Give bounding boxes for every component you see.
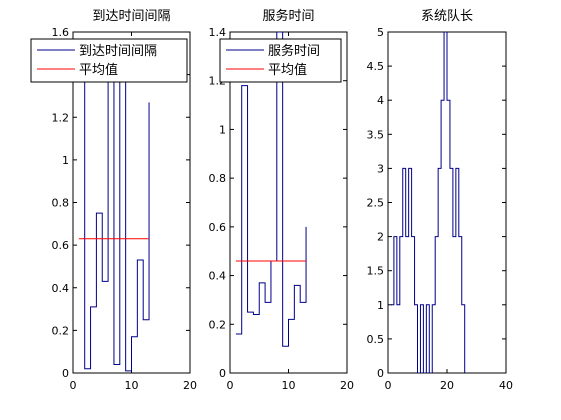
y-tick-label: 0.5 (367, 333, 385, 346)
chart-title: 系统队长 (421, 9, 473, 24)
x-tick-label: 0 (385, 379, 392, 392)
axes-box (72, 31, 191, 374)
y-tick-label: 1.2 (52, 111, 70, 124)
x-tick-label: 10 (125, 379, 139, 392)
x-tick-label: 0 (70, 379, 77, 392)
y-tick-label: 2.5 (367, 197, 385, 210)
y-tick-label: 3 (377, 162, 384, 175)
y-tick-label: 2 (377, 231, 384, 244)
x-tick-label: 10 (282, 379, 296, 392)
x-tick-label: 20 (183, 379, 197, 392)
series-line-1 (78, 42, 150, 372)
y-tick-label: 4 (377, 94, 384, 107)
legend-entry: 平均值 (268, 62, 307, 78)
y-tick-label: 0 (377, 367, 384, 380)
y-tick-label: 1.5 (367, 265, 385, 278)
x-tick-label: 20 (440, 379, 454, 392)
x-tick-label: 20 (340, 379, 354, 392)
chart-title: 服务时间 (262, 8, 314, 24)
y-tick-label: 5 (377, 26, 384, 39)
y-tick-label: 1 (62, 154, 69, 167)
legend-entry: 服务时间 (268, 43, 320, 59)
y-tick-label: 1.4 (209, 26, 227, 39)
legend-entry: 平均值 (79, 62, 118, 78)
chart-panel-3: 系统队长 0 0.5 1 1.5 2 2.5 3 3.5 4 4.5 5 0 20 40 (367, 9, 514, 392)
y-tick-label: 0.2 (52, 324, 70, 337)
y-tick-label: 0.4 (52, 282, 70, 295)
chart-title: 到达时间间隔 (92, 9, 170, 24)
legend-entry: 到达时间间隔 (79, 44, 157, 59)
y-tick-label: 0.4 (209, 270, 227, 283)
y-tick-label: 0 (62, 367, 69, 380)
legend-box (219, 38, 342, 83)
y-tick-label: 1 (377, 299, 384, 312)
y-tick-label: 0.6 (52, 239, 70, 252)
y-tick-label: 0.8 (52, 197, 70, 210)
y-tick-label: 0.6 (209, 221, 227, 234)
x-tick-label: 0 (227, 379, 234, 392)
y-tick-label: 1.6 (52, 26, 70, 39)
y-tick-label: 3.5 (367, 128, 385, 141)
x-tick-label: 40 (499, 379, 513, 392)
y-tick-label: 4.5 (367, 60, 385, 73)
series-line-1 (390, 32, 466, 373)
y-tick-label: 0 (219, 367, 226, 380)
y-tick-label: 0.2 (209, 318, 227, 331)
legend-box (30, 38, 188, 83)
chart-panel-1: 到达时间间隔00.20.40.60.811.21.41.601020到达时间间隔… (30, 9, 197, 392)
y-tick-label: 0.8 (209, 172, 227, 185)
axes-box (229, 31, 348, 374)
y-tick-label: 1 (219, 123, 226, 136)
